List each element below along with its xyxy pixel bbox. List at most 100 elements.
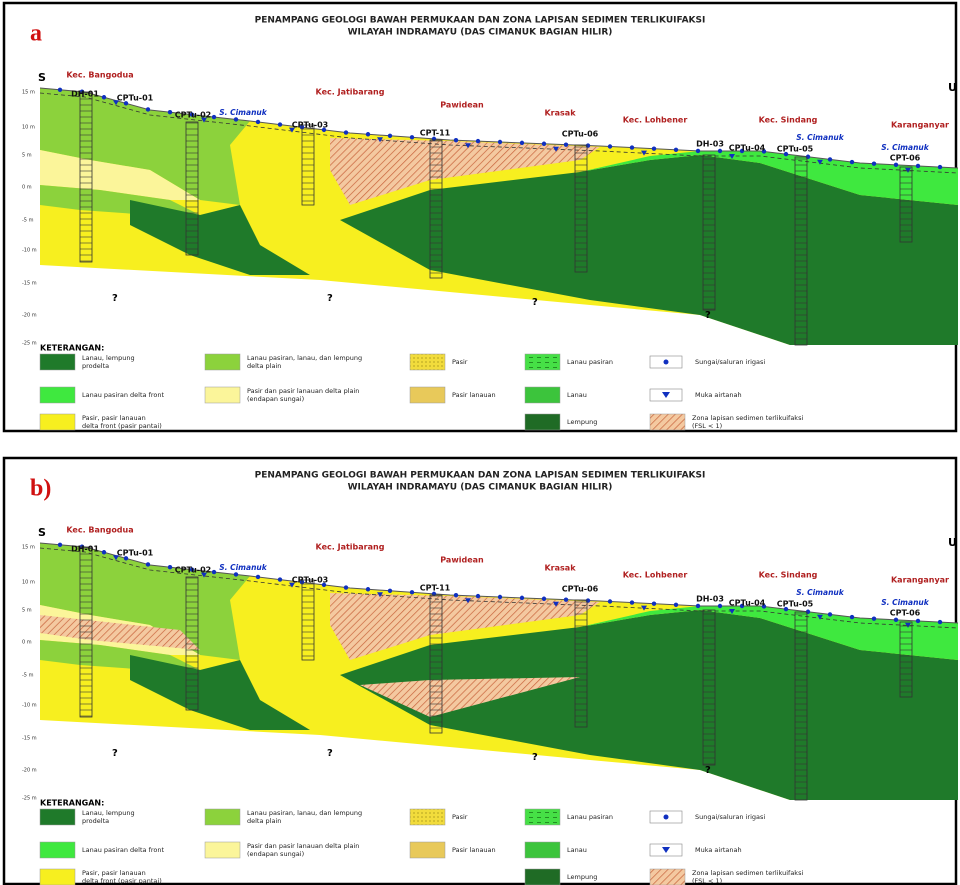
legend-swatch xyxy=(40,809,75,825)
borehole-label: DH-01 xyxy=(71,545,99,554)
river-point xyxy=(168,110,172,114)
legend-label: Muka airtanah xyxy=(695,846,742,854)
river-point xyxy=(344,585,348,589)
direction: S xyxy=(38,526,46,539)
direction: S xyxy=(38,71,46,84)
river-label: S. Cimanuk xyxy=(796,588,844,597)
borehole xyxy=(795,612,807,800)
depth-label: 15 m xyxy=(22,90,35,96)
place-label: Kec. Lohbener xyxy=(623,116,688,125)
legend-swatch xyxy=(650,414,685,430)
borehole xyxy=(186,577,198,710)
legend-label: Pasir lanauan xyxy=(452,846,496,854)
legend-swatch xyxy=(650,869,685,885)
legend-label: delta front (pasir pantai) xyxy=(82,422,162,430)
figure: a PENAMPANG GEOLOGI BAWAH PERMUKAAN DAN Z… xyxy=(0,0,960,885)
borehole-label: CPT-06 xyxy=(890,609,921,618)
depth-label: -15 m xyxy=(22,281,37,287)
place-label: Pawidean xyxy=(440,556,484,565)
river-point xyxy=(872,162,876,166)
legend-swatch xyxy=(410,809,445,825)
river-point xyxy=(454,593,458,597)
legend-swatch xyxy=(40,869,75,885)
legend-label: delta front (pasir pantai) xyxy=(82,877,162,885)
legend-swatch xyxy=(205,842,240,858)
depth-label: -25 m xyxy=(22,341,37,347)
borehole xyxy=(302,580,314,660)
river-point xyxy=(828,612,832,616)
unknown-mark: ? xyxy=(112,748,118,759)
legend-label: prodelta xyxy=(82,817,109,825)
legend-swatch xyxy=(664,360,669,365)
unknown-mark: ? xyxy=(705,310,711,321)
place-label: Kec. Sindang xyxy=(759,116,818,125)
depth-label: 10 m xyxy=(22,125,35,131)
river-point xyxy=(234,117,238,121)
borehole xyxy=(186,122,198,255)
river-point xyxy=(498,140,502,144)
river-point xyxy=(674,148,678,152)
legend-swatch xyxy=(40,414,75,430)
legend-swatch xyxy=(525,809,560,825)
river-point xyxy=(718,149,722,153)
legend-label: Zona lapisan sedimen terlikuifaksi xyxy=(692,414,803,422)
river-point xyxy=(168,565,172,569)
legend-label: Sungai/saluran irigasi xyxy=(695,358,765,366)
title: PENAMPANG GEOLOGI BAWAH PERMUKAAN DAN ZO… xyxy=(255,471,706,481)
place-label: Krasak xyxy=(544,564,576,573)
depth-label: -10 m xyxy=(22,703,37,709)
river-point xyxy=(542,142,546,146)
river-point xyxy=(102,95,106,99)
river-point xyxy=(366,132,370,136)
river-point xyxy=(520,596,524,600)
unknown-mark: ? xyxy=(327,293,333,304)
legend-label: Lanau pasiran, lanau, dan lempung xyxy=(247,809,362,817)
panel-label: a xyxy=(30,21,42,47)
borehole-label: CPT-11 xyxy=(420,129,451,138)
legend-swatch xyxy=(205,387,240,403)
river-label: S. Cimanuk xyxy=(219,563,267,572)
legend-label: Lanau pasiran delta front xyxy=(82,391,164,399)
legend-label: Muka airtanah xyxy=(695,391,742,399)
legend-label: (FSL < 1) xyxy=(692,877,722,885)
unknown-mark: ? xyxy=(112,293,118,304)
unknown-mark: ? xyxy=(327,748,333,759)
legend-label: Zona lapisan sedimen terlikuifaksi xyxy=(692,869,803,877)
legend-label: Pasir, pasir lanauan xyxy=(82,869,146,877)
legend-label: (endapan sungai) xyxy=(247,850,304,858)
place-label: Kec. Bangodua xyxy=(66,71,133,80)
legend-swatch xyxy=(525,387,560,403)
legend-swatch xyxy=(40,354,75,370)
borehole xyxy=(703,610,715,765)
direction: U xyxy=(948,81,957,94)
legend-label: delta plain xyxy=(247,362,281,370)
legend-label: Lanau, lempung xyxy=(82,809,135,817)
panel-label: b) xyxy=(30,476,51,502)
borehole-label: CPTu-06 xyxy=(562,130,599,139)
place-label: Kec. Jatibarang xyxy=(316,543,385,552)
place-label: Kec. Lohbener xyxy=(623,571,688,580)
river-point xyxy=(850,615,854,619)
legend-label: (endapan sungai) xyxy=(247,395,304,403)
depth-label: -20 m xyxy=(22,313,37,319)
borehole xyxy=(703,155,715,310)
river-point xyxy=(212,115,216,119)
river-point xyxy=(498,595,502,599)
borehole xyxy=(302,125,314,205)
depth-label: 10 m xyxy=(22,580,35,586)
borehole-label: CPTu-02 xyxy=(175,111,211,120)
river-point xyxy=(608,599,612,603)
river-point xyxy=(938,165,942,169)
legend-label: Pasir, pasir lanauan xyxy=(82,414,146,422)
depth-label: 5 m xyxy=(22,608,32,614)
legend-swatch xyxy=(525,354,560,370)
legend-title: KETERANGAN: xyxy=(40,799,104,808)
legend-label: Lempung xyxy=(567,873,597,881)
depth-label: 0 m xyxy=(22,640,32,646)
river-point xyxy=(696,149,700,153)
river-point xyxy=(630,600,634,604)
legend-swatch xyxy=(410,354,445,370)
legend-swatch xyxy=(664,815,669,820)
legend-label: Lanau pasiran xyxy=(567,358,613,366)
legend-label: prodelta xyxy=(82,362,109,370)
